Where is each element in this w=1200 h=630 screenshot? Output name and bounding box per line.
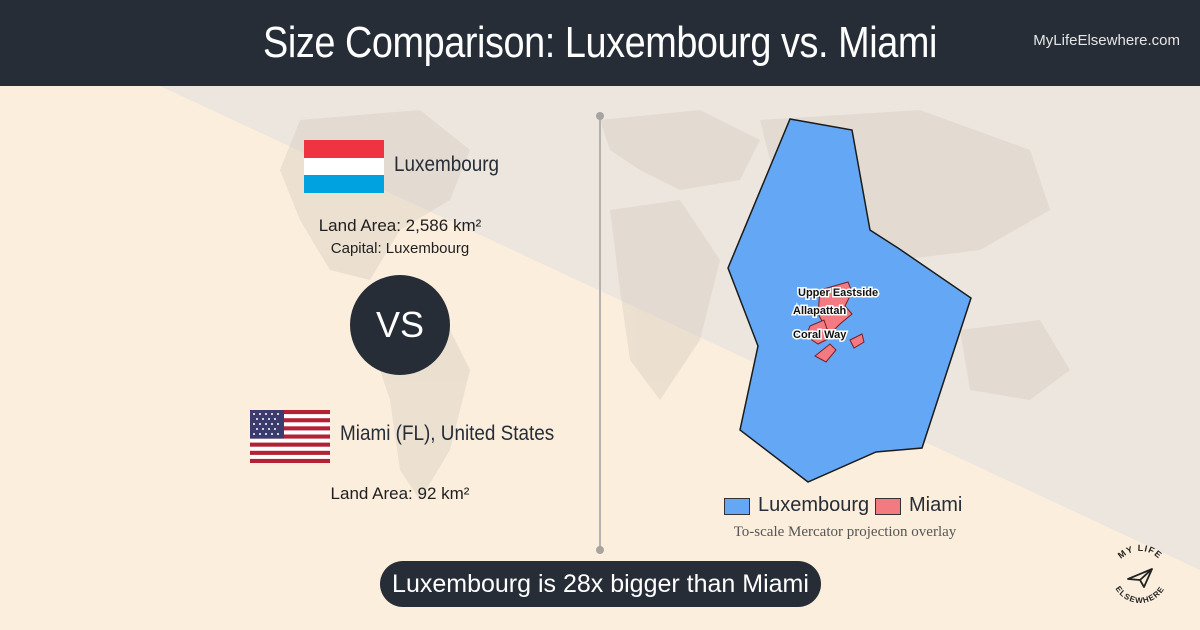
- legend-swatch-miami: [875, 498, 901, 515]
- map-caption: To-scale Mercator projection overlay: [733, 524, 957, 540]
- country1-name: Luxembourg: [394, 153, 500, 176]
- paper-plane-icon: [1127, 568, 1153, 588]
- miami-outline: [805, 281, 865, 363]
- world-map-silhouette: [280, 110, 1070, 500]
- legend-item-miami: Miami: [875, 494, 975, 518]
- divider-bottom-dot: [596, 546, 604, 554]
- map-label-coral-way: Coral Way: [793, 329, 847, 341]
- luxembourg-flag-icon: [304, 140, 384, 193]
- map-label-allapattah: Allapattah: [793, 305, 846, 317]
- vertical-divider: [599, 116, 601, 550]
- map-label-upper-eastside: Upper Eastside: [798, 287, 878, 299]
- svg-text:MY LIFE: MY LIFE: [1116, 543, 1164, 561]
- size-overlay-map: Upper Eastside Allapattah Coral Way: [727, 118, 972, 483]
- country1-capital: Capital: Luxembourg: [330, 240, 470, 257]
- legend-label-luxembourg: Luxembourg: [758, 494, 870, 516]
- legend-item-luxembourg: Luxembourg: [724, 494, 869, 518]
- summary-banner: Luxembourg is 28x bigger than Miami: [380, 561, 821, 607]
- header-bar: [0, 0, 1200, 86]
- mylifeelsewhere-logo: MY LIFE ELSEWHERE: [1114, 543, 1167, 606]
- luxembourg-outline: [727, 118, 972, 483]
- svg-text:ELSEWHERE: ELSEWHERE: [1114, 585, 1167, 606]
- legend-label-miami: Miami: [909, 494, 963, 516]
- country2-land-area: Land Area: 92 km²: [330, 484, 470, 503]
- vs-badge: VS: [350, 275, 450, 375]
- us-flag-icon: [250, 410, 330, 463]
- page-title: Size Comparison: Luxembourg vs. Miami: [263, 18, 937, 67]
- legend-swatch-luxembourg: [724, 498, 750, 515]
- country1-land-area: Land Area: 2,586 km²: [318, 216, 482, 235]
- site-link[interactable]: MyLifeElsewhere.com: [1033, 32, 1180, 49]
- divider-top-dot: [596, 112, 604, 120]
- country2-name: Miami (FL), United States: [340, 422, 555, 445]
